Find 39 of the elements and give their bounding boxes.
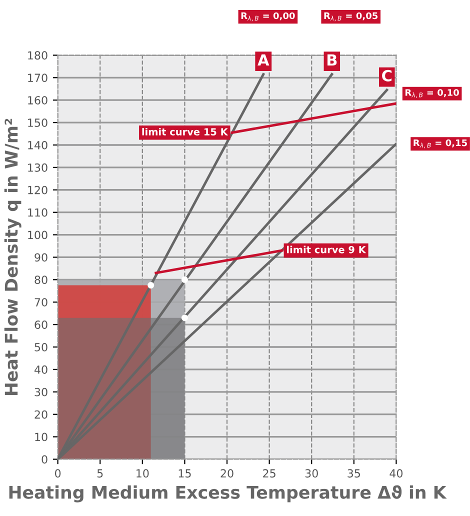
y-tick-label: 120 xyxy=(28,186,48,194)
x-tick-label: 0 xyxy=(55,469,61,478)
series-label: B xyxy=(327,54,337,66)
y-tick-label: 80 xyxy=(34,276,48,284)
x-tick-label: 20 xyxy=(220,469,234,478)
x-tick-label: 40 xyxy=(390,469,403,478)
series-label: C xyxy=(382,70,392,82)
y-tick-label: 50 xyxy=(34,342,48,352)
y-tick-label: 160 xyxy=(28,96,48,104)
series-label: R$_{λ,B}$ = 0,15 xyxy=(414,139,467,148)
x-tick-label: 15 xyxy=(178,469,191,478)
y-tick-label: 30 xyxy=(34,388,48,396)
x-tick-label: 10 xyxy=(136,469,149,478)
x-tick-label: 35 xyxy=(348,469,360,478)
y-tick-label: 130 xyxy=(28,163,48,172)
x-axis-title: Heating Medium Excess Temperature Δϑ in K xyxy=(9,485,447,502)
text: R$_{λ,B}$ = 0,05 xyxy=(324,12,378,22)
text: R$_{λ,B}$ = 0,10 xyxy=(406,89,459,98)
y-tick-label: 10 xyxy=(35,432,48,442)
series-label: A xyxy=(258,54,270,66)
series-label: limit curve 9 K xyxy=(287,246,366,254)
y-tick-label: 100 xyxy=(28,230,48,240)
y-tick-label: 90 xyxy=(34,253,48,262)
series-label: limit curve 15 K xyxy=(142,128,228,136)
y-tick-label: 20 xyxy=(34,410,48,419)
y-tick-label: 110 xyxy=(28,208,48,217)
y-axis-title: Heat Flow Density q in W/m² xyxy=(4,118,22,395)
x-tick-label: 25 xyxy=(263,469,276,478)
text: R$_{λ,B}$ = 0,00 xyxy=(241,12,295,22)
y-tick-label: 70 xyxy=(34,298,48,306)
x-tick-label: 30 xyxy=(305,469,318,478)
y-tick-label: 140 xyxy=(28,140,48,150)
y-tick-label: 40 xyxy=(34,365,48,374)
y-tick-label: 150 xyxy=(28,118,48,127)
y-tick-label: 170 xyxy=(28,74,48,82)
y-tick-label: 0 xyxy=(42,455,48,464)
x-tick-label: 5 xyxy=(97,469,103,478)
y-tick-label: 60 xyxy=(34,320,48,329)
y-tick-label: 180 xyxy=(28,51,48,60)
